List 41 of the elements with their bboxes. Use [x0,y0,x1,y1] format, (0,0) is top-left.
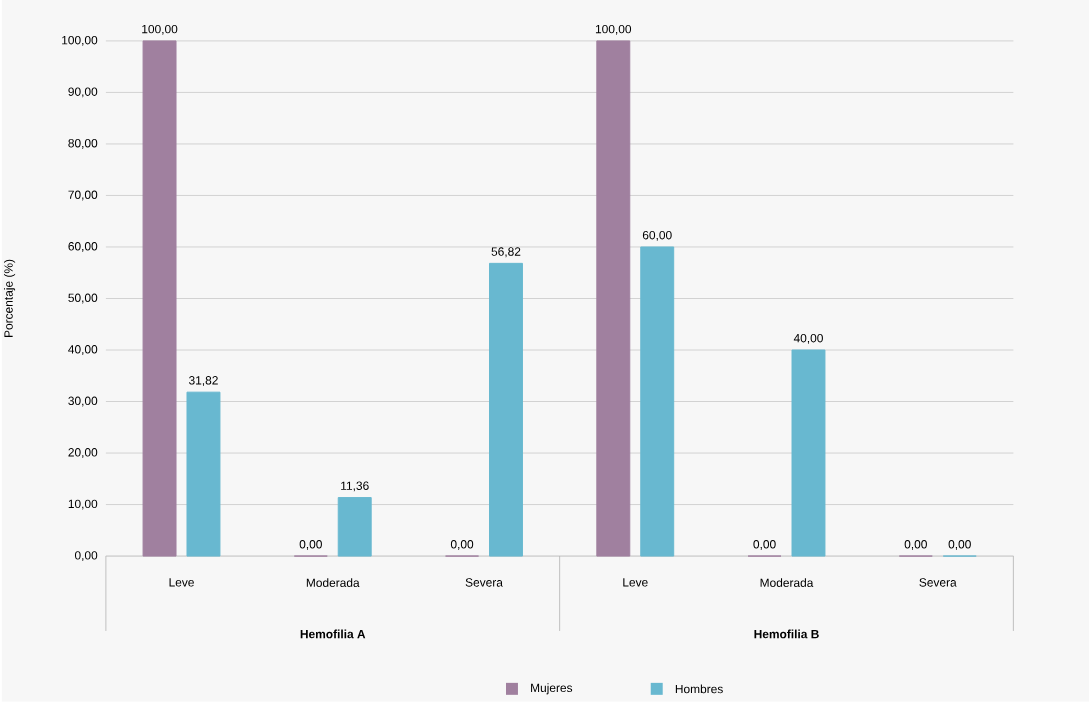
data-label: 56,82 [491,247,521,258]
data-label: 40,00 [793,334,823,344]
data-label: 0,00 [450,540,474,550]
y-tick-label: 100,00 [62,36,98,46]
data-label: 31,82 [188,376,218,387]
y-tick-label: 0,00 [74,551,98,562]
y-tick-label: 30,00 [68,396,98,407]
bar [142,40,177,557]
data-label: 100,00 [142,24,178,35]
x-tick-label: Severa [465,578,503,587]
bar [640,246,675,557]
y-tick-label: 80,00 [68,139,98,149]
x-tick-label: Severa [919,578,957,587]
x-tick-label: Moderada [760,578,814,588]
legend-label: Hombres [675,684,723,694]
data-label: 0,00 [753,540,776,550]
data-label: 0,00 [299,540,322,550]
bar [337,497,372,557]
legend-label: Mujeres [531,683,573,695]
y-tick-label: 90,00 [68,87,98,98]
x-tick-label: Leve [169,578,194,587]
bar [791,349,826,557]
data-label: 0,00 [948,540,971,550]
bar [186,391,221,557]
data-label: 100,00 [595,24,632,35]
y-tick-label: 60,00 [68,242,98,252]
y-axis-title: Porcentaje (%) [3,259,16,338]
bar [489,262,523,557]
data-label: 0,00 [904,540,927,550]
data-label: 11,36 [341,481,369,492]
text: Hemofilia A [300,629,366,639]
y-tick-label: 40,00 [68,345,98,356]
x-tick-label: Leve [623,578,648,587]
x-tick-label: Moderada [306,578,360,588]
y-tick-label: 70,00 [68,190,98,201]
y-tick-label: 20,00 [68,448,98,459]
data-label: 60,00 [642,231,672,241]
y-tick-label: 10,00 [68,499,98,510]
text: Hemofilia B [754,629,819,639]
bar [596,40,631,557]
y-tick-label: 50,00 [68,293,98,304]
